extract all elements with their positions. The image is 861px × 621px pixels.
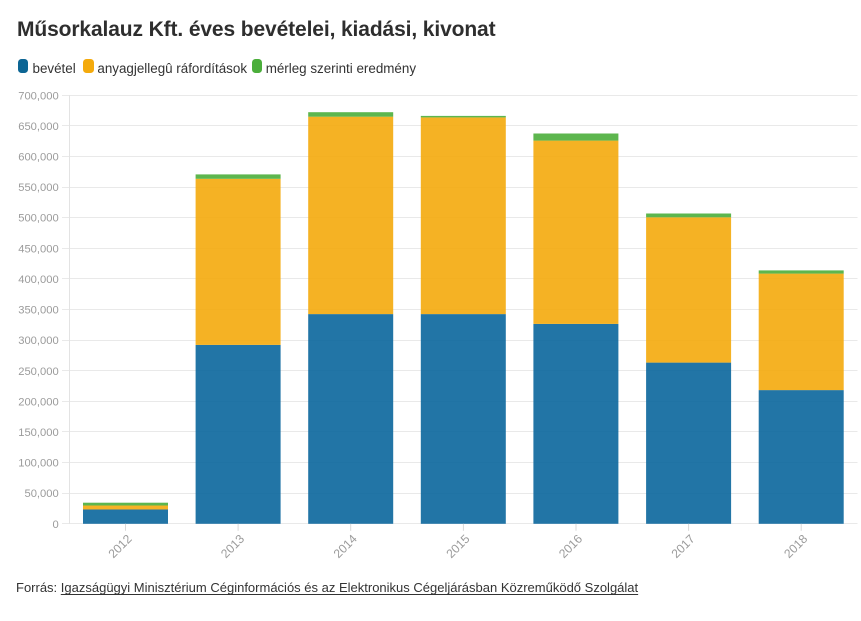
svg-text:700,000: 700,000 bbox=[18, 90, 58, 102]
svg-text:2012: 2012 bbox=[106, 532, 135, 561]
svg-text:2015: 2015 bbox=[443, 532, 472, 561]
svg-text:550,000: 550,000 bbox=[18, 182, 58, 194]
svg-text:2017: 2017 bbox=[669, 532, 698, 561]
svg-text:2013: 2013 bbox=[218, 532, 247, 561]
svg-text:150,000: 150,000 bbox=[18, 427, 58, 439]
svg-text:200,000: 200,000 bbox=[18, 396, 58, 408]
svg-text:2014: 2014 bbox=[331, 532, 360, 561]
svg-text:450,000: 450,000 bbox=[18, 243, 58, 255]
svg-text:300,000: 300,000 bbox=[18, 335, 58, 347]
svg-text:600,000: 600,000 bbox=[18, 152, 58, 164]
svg-text:650,000: 650,000 bbox=[18, 121, 58, 133]
svg-text:0: 0 bbox=[52, 519, 58, 531]
svg-text:100,000: 100,000 bbox=[18, 458, 58, 470]
svg-text:50,000: 50,000 bbox=[24, 488, 58, 500]
svg-text:350,000: 350,000 bbox=[18, 305, 58, 317]
svg-text:2018: 2018 bbox=[781, 532, 810, 561]
svg-text:400,000: 400,000 bbox=[18, 274, 58, 286]
svg-text:2016: 2016 bbox=[556, 532, 585, 561]
svg-text:250,000: 250,000 bbox=[18, 366, 58, 378]
svg-text:500,000: 500,000 bbox=[18, 213, 58, 225]
